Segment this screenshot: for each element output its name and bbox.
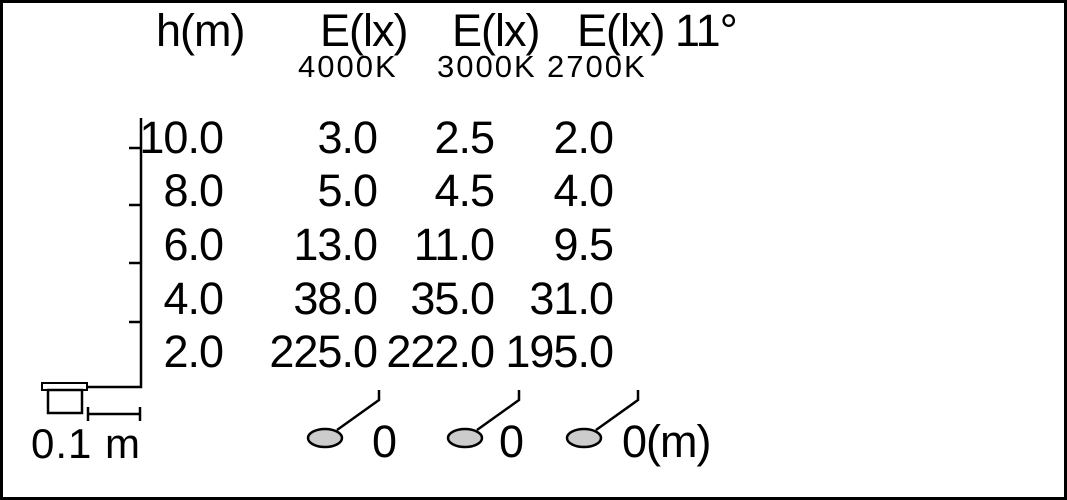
height-value: 8.0 xyxy=(163,165,224,216)
scale-length-label: 0.1 m xyxy=(31,420,142,467)
lux-value-3000k: 2.5 xyxy=(434,112,495,163)
light-spot-ellipse xyxy=(446,427,484,449)
height-axis-ticks xyxy=(129,146,141,324)
height-axis-line xyxy=(44,118,143,389)
lux-value-4000k: 225.0 xyxy=(269,326,378,377)
illuminance-header-3000k: E(lx) xyxy=(452,5,540,56)
lux-value-4000k: 38.0 xyxy=(293,273,378,324)
lux-value-3000k: 35.0 xyxy=(410,273,495,324)
spot-beam-icon xyxy=(565,390,640,449)
lux-value-2700k: 4.0 xyxy=(553,165,614,216)
spot-distance-label: 0 xyxy=(499,416,524,467)
light-spot-ellipse xyxy=(306,427,344,449)
height-column-header: h(m) xyxy=(156,5,245,56)
lux-value-2700k: 195.0 xyxy=(505,326,614,377)
spot-beam-icon xyxy=(446,390,521,449)
cct-subheader-2700k: 2700K xyxy=(547,49,647,84)
cct-subheader-4000k: 4000K xyxy=(298,49,398,84)
lux-value-4000k: 5.0 xyxy=(317,165,378,216)
scale-bar xyxy=(86,407,142,421)
lux-value-2700k: 31.0 xyxy=(529,273,614,324)
spot-beam-icon xyxy=(306,390,381,449)
lux-value-2700k: 9.5 xyxy=(553,219,614,270)
lux-value-2700k: 2.0 xyxy=(553,112,614,163)
beam-pointer-line xyxy=(595,390,640,432)
lux-value-4000k: 3.0 xyxy=(317,112,378,163)
height-value: 6.0 xyxy=(163,219,224,270)
beam-pointer-line xyxy=(336,390,381,432)
spot-distance-label-with-unit: 0(m) xyxy=(622,416,711,467)
height-value: 10.0 xyxy=(139,112,224,163)
spot-distance-label: 0 xyxy=(372,416,397,467)
height-value: 4.0 xyxy=(163,273,224,324)
light-spot-ellipse xyxy=(565,427,603,449)
illuminance-header-2700k: E(lx) xyxy=(577,5,665,56)
illuminance-header-4000k: E(lx) xyxy=(320,5,408,56)
luminaire-icon xyxy=(41,382,88,415)
beam-pointer-line xyxy=(476,390,521,432)
lux-value-3000k: 4.5 xyxy=(434,165,495,216)
lux-value-3000k: 11.0 xyxy=(413,219,495,270)
height-value: 2.0 xyxy=(163,326,224,377)
beam-angle-label: 11° xyxy=(675,5,738,56)
lux-value-3000k: 222.0 xyxy=(386,326,495,377)
lux-value-4000k: 13.0 xyxy=(293,219,378,270)
cct-subheader-3000k: 3000K xyxy=(437,49,537,84)
